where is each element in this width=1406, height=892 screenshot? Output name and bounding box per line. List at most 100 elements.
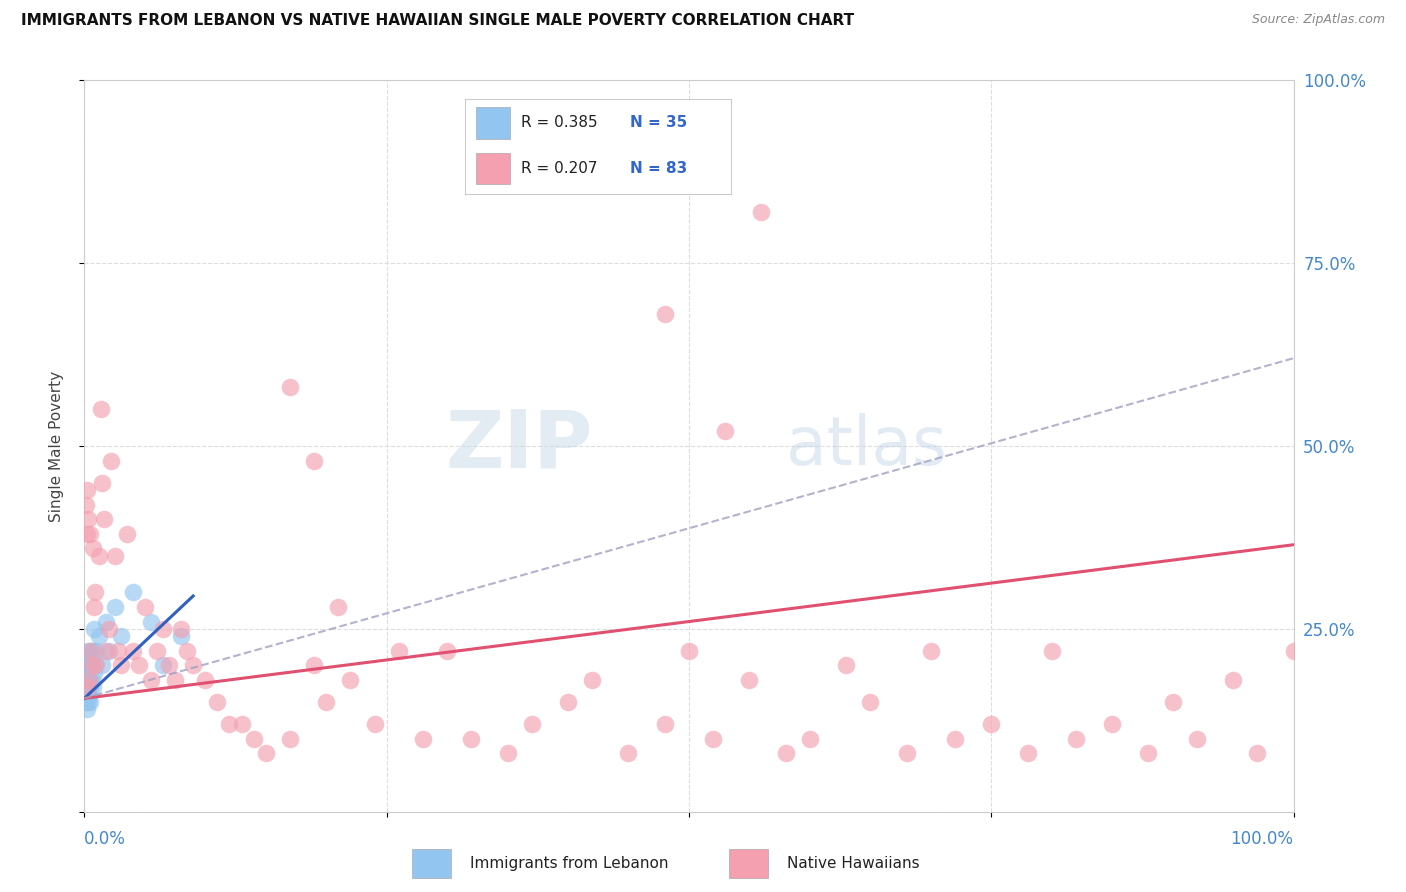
Point bbox=[278, 731, 301, 746]
Point bbox=[91, 658, 114, 673]
Point bbox=[943, 731, 966, 746]
Point bbox=[412, 731, 434, 746]
Point bbox=[86, 644, 108, 658]
Text: Native Hawaiians: Native Hawaiians bbox=[787, 855, 920, 871]
Point bbox=[654, 717, 676, 731]
Point bbox=[1246, 746, 1268, 760]
Point bbox=[115, 526, 138, 541]
Point bbox=[980, 717, 1002, 731]
Point bbox=[83, 665, 105, 680]
Point bbox=[77, 673, 100, 687]
Point bbox=[278, 380, 301, 394]
Point bbox=[80, 658, 103, 673]
Point bbox=[1185, 731, 1208, 746]
Point bbox=[82, 681, 104, 695]
Point bbox=[86, 658, 108, 673]
Bar bbox=[475, 153, 510, 184]
Point bbox=[77, 681, 100, 695]
Point bbox=[87, 629, 110, 643]
Point bbox=[93, 512, 115, 526]
Point bbox=[77, 688, 100, 702]
Text: atlas: atlas bbox=[786, 413, 946, 479]
Y-axis label: Single Male Poverty: Single Male Poverty bbox=[49, 370, 63, 522]
Point bbox=[77, 695, 100, 709]
Point bbox=[242, 731, 264, 746]
Point bbox=[835, 658, 858, 673]
Point bbox=[80, 673, 103, 687]
Point bbox=[1161, 695, 1184, 709]
Point bbox=[75, 695, 97, 709]
Point bbox=[76, 688, 98, 702]
Point bbox=[77, 673, 100, 687]
Point bbox=[1137, 746, 1160, 760]
Point bbox=[91, 475, 114, 490]
Point bbox=[170, 622, 193, 636]
Bar bbox=[475, 107, 510, 138]
Text: 100.0%: 100.0% bbox=[1230, 830, 1294, 848]
Point bbox=[76, 526, 98, 541]
Point bbox=[75, 681, 97, 695]
Point bbox=[152, 622, 174, 636]
Point bbox=[714, 425, 737, 439]
Text: R = 0.385: R = 0.385 bbox=[522, 115, 598, 130]
Bar bbox=[728, 849, 768, 878]
Point bbox=[87, 549, 110, 563]
Point bbox=[751, 205, 773, 219]
Point bbox=[107, 644, 129, 658]
Point bbox=[77, 512, 100, 526]
Point bbox=[77, 644, 100, 658]
Point bbox=[90, 402, 112, 417]
Point bbox=[1101, 717, 1123, 731]
Point bbox=[94, 644, 117, 658]
Point bbox=[110, 629, 132, 643]
Point bbox=[1222, 673, 1244, 687]
Point bbox=[738, 673, 761, 687]
Point bbox=[79, 644, 101, 658]
Point bbox=[80, 658, 103, 673]
Text: R = 0.207: R = 0.207 bbox=[522, 161, 598, 176]
Text: N = 83: N = 83 bbox=[630, 161, 688, 176]
Text: Immigrants from Lebanon: Immigrants from Lebanon bbox=[470, 855, 669, 871]
Bar bbox=[412, 849, 451, 878]
Text: 0.0%: 0.0% bbox=[84, 830, 127, 848]
Point bbox=[134, 599, 156, 614]
Text: Source: ZipAtlas.com: Source: ZipAtlas.com bbox=[1251, 13, 1385, 27]
Point bbox=[254, 746, 277, 760]
Point bbox=[110, 658, 132, 673]
Point bbox=[896, 746, 918, 760]
Point bbox=[121, 644, 143, 658]
Point bbox=[79, 526, 101, 541]
Point bbox=[496, 746, 519, 760]
Point bbox=[165, 673, 187, 687]
Point bbox=[181, 658, 204, 673]
Point bbox=[388, 644, 411, 658]
Point bbox=[231, 717, 253, 731]
Point bbox=[1017, 746, 1039, 760]
Point bbox=[97, 644, 120, 658]
Point bbox=[859, 695, 882, 709]
Point bbox=[176, 644, 198, 658]
Point bbox=[104, 599, 127, 614]
Point bbox=[654, 307, 676, 321]
Point bbox=[94, 615, 117, 629]
Point bbox=[75, 658, 97, 673]
Point bbox=[84, 658, 107, 673]
Point bbox=[76, 673, 98, 687]
Point bbox=[170, 629, 193, 643]
Point bbox=[363, 717, 385, 731]
Point bbox=[82, 541, 104, 556]
Point bbox=[436, 644, 458, 658]
Point bbox=[76, 702, 98, 716]
Point bbox=[218, 717, 240, 731]
Point bbox=[128, 658, 150, 673]
Point bbox=[75, 498, 97, 512]
Point bbox=[83, 622, 105, 636]
Point bbox=[207, 695, 229, 709]
Point bbox=[121, 585, 143, 599]
Point bbox=[104, 549, 127, 563]
Point bbox=[97, 622, 120, 636]
Point bbox=[79, 695, 101, 709]
Point bbox=[617, 746, 640, 760]
Point bbox=[77, 665, 100, 680]
Point bbox=[920, 644, 942, 658]
